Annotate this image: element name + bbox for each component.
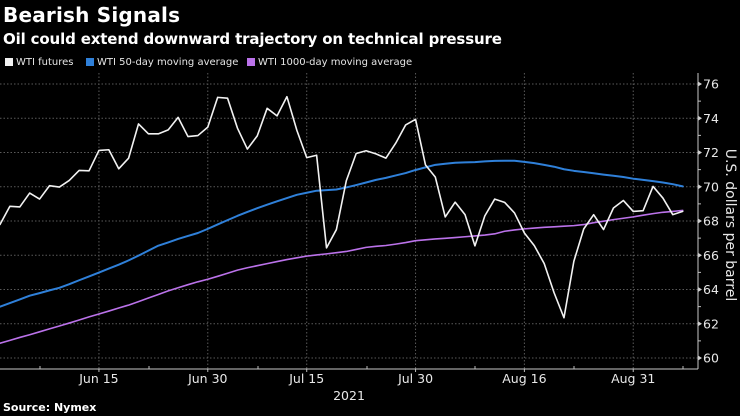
series-line-wti-1000-day-moving-average [0, 209, 684, 345]
legend-swatch-white [5, 58, 13, 66]
axis-labels: 60 62 64 66 68 70 72 74 76 Jun 15 Jun 30 Jul 15 Jul … [78, 77, 738, 404]
legend-item-wti-1000-day-ma: WTI 1000-day moving average [247, 55, 412, 69]
y-tick-mark [698, 252, 702, 258]
y-tick-label: 68 [703, 214, 719, 229]
y-tick-label: 62 [703, 316, 719, 331]
y-tick-mark [698, 321, 702, 327]
legend-label: WTI futures [16, 56, 74, 68]
x-axis-year-label: 2021 [333, 388, 365, 403]
series-lines [0, 95, 684, 345]
y-tick-label: 72 [703, 145, 719, 160]
y-tick-label: 76 [703, 77, 719, 92]
y-tick-label: 66 [703, 248, 719, 263]
x-tick-label: Jul 15 [288, 371, 324, 386]
gridlines [0, 73, 698, 369]
series-line-wti-futures [0, 95, 684, 319]
x-tick-label: Aug 31 [611, 371, 655, 386]
legend-label: WTI 50-day moving average [97, 56, 239, 68]
legend-item-wti-futures: WTI futures [5, 55, 74, 69]
y-tick-mark [698, 287, 702, 292]
y-axis-title: U.S. dollars per barrel [722, 149, 738, 301]
y-tick-label: 60 [703, 351, 719, 366]
source-note: Source: Nymex [3, 401, 97, 414]
chart-title: Bearish Signals [3, 3, 181, 27]
y-tick-mark [698, 150, 702, 155]
legend-item-wti-50-day-ma: WTI 50-day moving average [86, 55, 238, 69]
legend-label: WTI 1000-day moving average [258, 56, 413, 68]
series-line-wti-50-day-moving-average [0, 159, 684, 308]
x-tick-label: Jun 30 [187, 371, 227, 386]
x-tick-label: Jul 30 [397, 371, 433, 386]
y-tick-mark [698, 355, 702, 361]
chart-subtitle: Oil could extend downward trajectory on … [3, 30, 502, 48]
y-tick-label: 74 [703, 111, 719, 126]
x-tick-label: Jun 15 [78, 371, 118, 386]
y-tick-label: 64 [703, 282, 719, 297]
x-tick-label: Aug 16 [502, 371, 546, 386]
legend: WTI futures WTI 50-day moving average WT… [0, 55, 740, 69]
y-tick-mark [698, 184, 702, 190]
y-tick-mark [698, 81, 702, 87]
y-tick-mark [698, 218, 702, 224]
axes [0, 73, 702, 372]
legend-swatch-purple [247, 58, 255, 66]
legend-swatch-blue [86, 58, 94, 66]
y-tick-label: 70 [703, 179, 719, 194]
y-tick-mark [698, 115, 702, 121]
